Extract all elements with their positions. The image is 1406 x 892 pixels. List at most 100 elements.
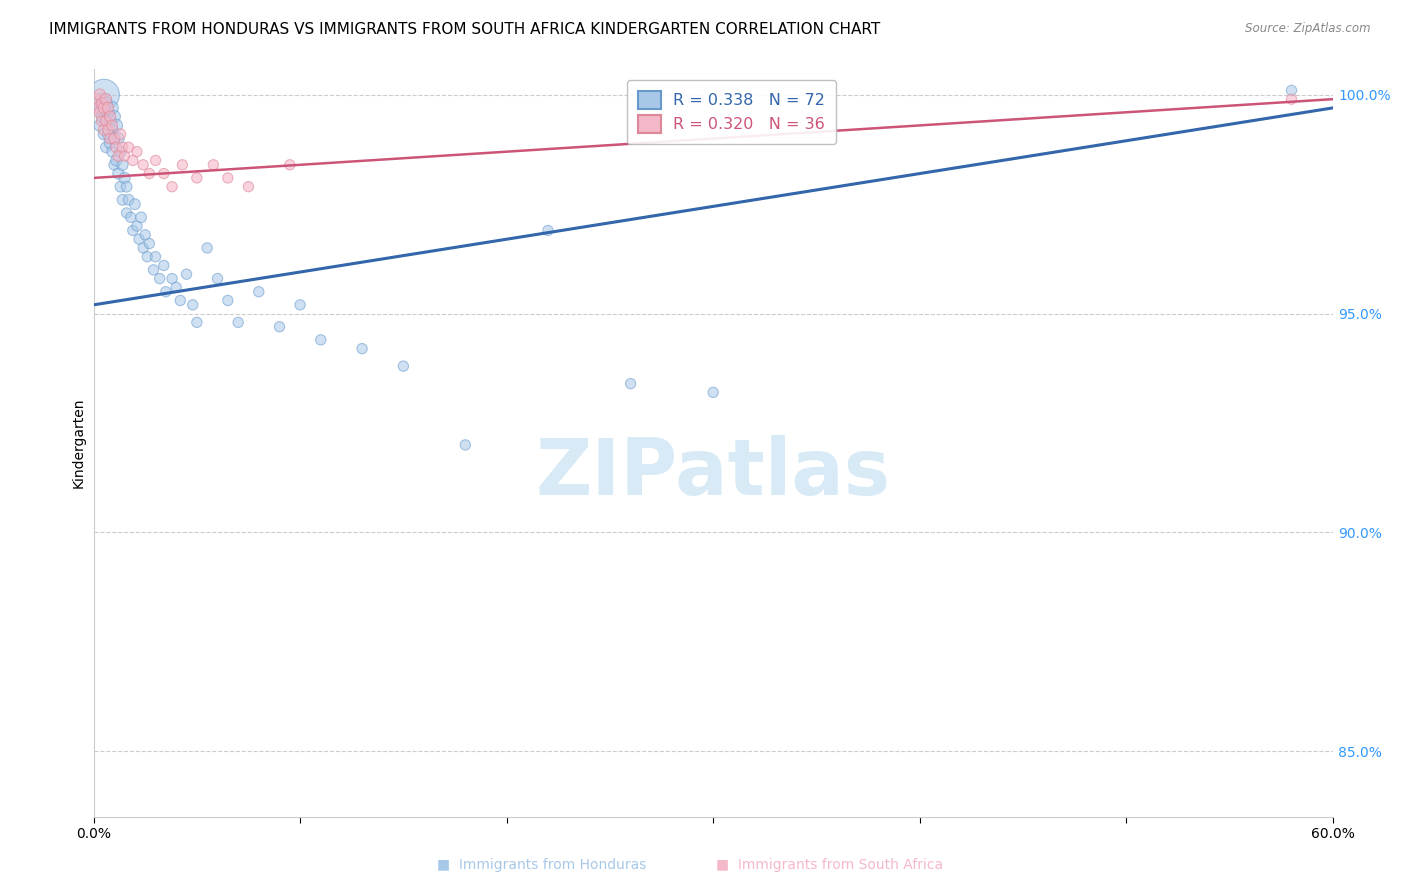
- Point: [98, 114, 121, 128]
- Point: [392, 359, 415, 373]
- Point: [107, 149, 129, 163]
- Point: [145, 153, 167, 168]
- Point: [89, 101, 111, 115]
- Point: [125, 219, 148, 233]
- Y-axis label: Kindergarten: Kindergarten: [72, 398, 86, 488]
- Point: [352, 342, 374, 356]
- Point: [152, 259, 174, 273]
- Point: [103, 158, 125, 172]
- Point: [124, 197, 146, 211]
- Point: [94, 114, 117, 128]
- Legend: R = 0.338   N = 72, R = 0.320   N = 36: R = 0.338 N = 72, R = 0.320 N = 36: [627, 80, 837, 144]
- Point: [98, 136, 121, 150]
- Point: [94, 114, 117, 128]
- Point: [115, 179, 138, 194]
- Point: [93, 87, 115, 102]
- Point: [105, 153, 128, 168]
- Point: [1281, 92, 1303, 106]
- Point: [90, 114, 112, 128]
- Point: [105, 140, 128, 154]
- Point: [114, 170, 136, 185]
- Point: [537, 223, 560, 237]
- Point: [110, 179, 132, 194]
- Point: [107, 167, 129, 181]
- Point: [90, 110, 112, 124]
- Point: [93, 105, 115, 120]
- Point: [86, 96, 108, 111]
- Point: [93, 123, 115, 137]
- Point: [702, 385, 724, 400]
- Point: [114, 149, 136, 163]
- Point: [115, 206, 138, 220]
- Point: [142, 263, 165, 277]
- Point: [90, 96, 112, 111]
- Text: IMMIGRANTS FROM HONDURAS VS IMMIGRANTS FROM SOUTH AFRICA KINDERGARTEN CORRELATIO: IMMIGRANTS FROM HONDURAS VS IMMIGRANTS F…: [49, 22, 880, 37]
- Point: [97, 101, 120, 115]
- Point: [111, 140, 134, 154]
- Point: [120, 211, 142, 225]
- Point: [111, 158, 134, 172]
- Point: [1362, 96, 1385, 111]
- Point: [94, 140, 117, 154]
- Point: [269, 319, 291, 334]
- Point: [101, 119, 124, 133]
- Text: Source: ZipAtlas.com: Source: ZipAtlas.com: [1246, 22, 1371, 36]
- Point: [125, 145, 148, 159]
- Point: [94, 96, 117, 111]
- Point: [145, 250, 167, 264]
- Point: [309, 333, 332, 347]
- Point: [97, 123, 120, 137]
- Point: [619, 376, 641, 391]
- Point: [149, 271, 172, 285]
- Point: [103, 131, 125, 145]
- Point: [160, 271, 183, 285]
- Point: [207, 271, 229, 285]
- Point: [101, 123, 124, 137]
- Point: [129, 211, 152, 225]
- Point: [238, 179, 260, 194]
- Point: [155, 285, 177, 299]
- Point: [101, 145, 124, 159]
- Point: [134, 227, 156, 242]
- Point: [111, 193, 134, 207]
- Point: [278, 158, 301, 172]
- Point: [89, 87, 111, 102]
- Text: ■  Immigrants from Honduras: ■ Immigrants from Honduras: [437, 858, 645, 872]
- Point: [136, 250, 159, 264]
- Point: [169, 293, 191, 308]
- Text: ZIPatlas: ZIPatlas: [536, 434, 890, 510]
- Point: [110, 127, 132, 141]
- Point: [152, 167, 174, 181]
- Point: [138, 167, 160, 181]
- Point: [165, 280, 187, 294]
- Point: [132, 241, 155, 255]
- Point: [94, 92, 117, 106]
- Point: [84, 92, 107, 106]
- Point: [98, 131, 121, 145]
- Point: [176, 267, 198, 281]
- Point: [1281, 83, 1303, 97]
- Point: [103, 110, 125, 124]
- Point: [247, 285, 270, 299]
- Point: [93, 101, 115, 115]
- Point: [217, 293, 239, 308]
- Point: [110, 145, 132, 159]
- Point: [97, 127, 120, 141]
- Point: [90, 92, 112, 106]
- Point: [103, 131, 125, 145]
- Point: [186, 170, 208, 185]
- Point: [226, 315, 249, 329]
- Point: [454, 438, 477, 452]
- Point: [195, 241, 218, 255]
- Text: ■  Immigrants from South Africa: ■ Immigrants from South Africa: [716, 858, 943, 872]
- Point: [186, 315, 208, 329]
- Point: [97, 105, 120, 120]
- Point: [138, 236, 160, 251]
- Point: [93, 127, 115, 141]
- Point: [118, 193, 141, 207]
- Point: [107, 131, 129, 145]
- Point: [160, 179, 183, 194]
- Point: [181, 298, 204, 312]
- Point: [101, 101, 124, 115]
- Point: [288, 298, 311, 312]
